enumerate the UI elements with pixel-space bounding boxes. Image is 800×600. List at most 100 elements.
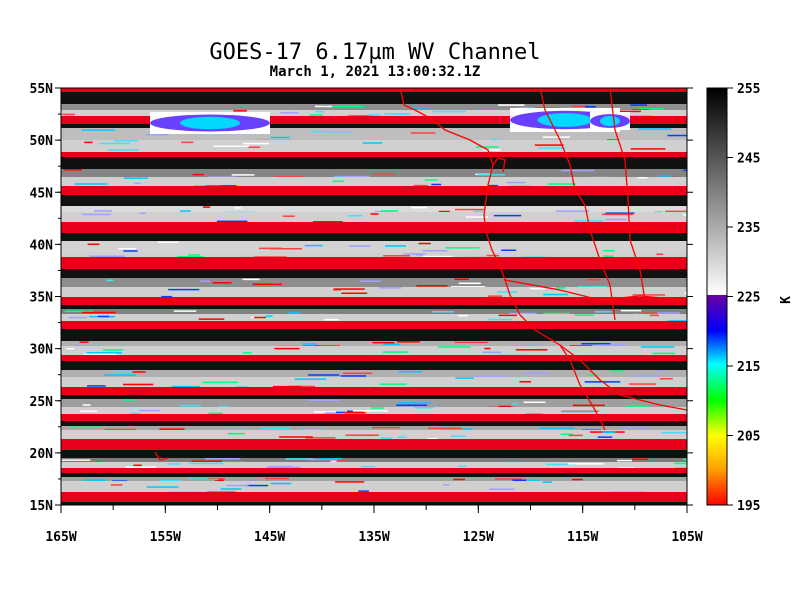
imagery-band [61, 377, 687, 387]
lat-label: 40N [30, 238, 54, 253]
imagery-speckle [656, 370, 667, 372]
imagery-speckle [75, 344, 99, 347]
imagery-speckle [159, 428, 185, 430]
imagery-speckle [231, 174, 255, 176]
imagery-speckle [82, 404, 91, 406]
imagery-speckle [537, 147, 566, 149]
imagery-band [61, 387, 687, 395]
imagery-speckle [104, 428, 136, 431]
imagery-speckle [414, 407, 434, 409]
imagery-speckle [422, 255, 453, 258]
imagery-band [61, 222, 687, 233]
imagery-speckle [383, 343, 401, 345]
imagery-band [61, 309, 687, 314]
imagery-speckle [621, 426, 650, 429]
imagery-speckle [166, 463, 182, 465]
imagery-band [61, 450, 687, 458]
imagery-speckle [324, 318, 340, 321]
imagery-speckle [577, 286, 607, 288]
imagery-speckle [179, 404, 202, 407]
imagery-speckle [638, 128, 672, 130]
imagery-speckle [455, 377, 474, 379]
imagery-speckle [113, 370, 133, 373]
imagery-speckle [515, 349, 548, 351]
colorbar-tick-label: 225 [737, 291, 760, 306]
imagery-speckle [572, 404, 605, 407]
wv-imagery [61, 88, 687, 505]
imagery-speckle [411, 107, 431, 109]
imagery-speckle [280, 111, 299, 114]
imagery-speckle [63, 169, 83, 171]
imagery-speckle [218, 405, 229, 408]
imagery-speckle [601, 213, 634, 216]
imagery-speckle [168, 288, 200, 291]
imagery-speckle [89, 255, 125, 258]
imagery-speckle [378, 287, 402, 289]
imagery-speckle [397, 436, 407, 438]
imagery-speckle [684, 292, 687, 294]
imagery-speckle [370, 407, 384, 409]
imagery-speckle [94, 210, 113, 212]
imagery-speckle [542, 136, 571, 138]
imagery-band [61, 152, 687, 157]
lat-label: 20N [30, 447, 54, 462]
imagery-speckle [560, 169, 595, 172]
imagery-speckle [362, 142, 383, 144]
imagery-speckle [602, 249, 616, 252]
lat-label: 50N [30, 134, 54, 149]
imagery-speckle [561, 410, 594, 413]
imagery-speckle [81, 129, 116, 131]
colorbar-gray-segment [707, 88, 727, 295]
imagery-band [61, 233, 687, 241]
cloud-core [180, 116, 240, 130]
imagery-speckle [416, 285, 448, 287]
imagery-speckle [87, 243, 100, 246]
imagery-speckle [133, 464, 142, 467]
imagery-speckle [667, 320, 687, 322]
imagery-speckle [683, 458, 687, 461]
imagery-speckle [108, 149, 139, 151]
cloud-core [600, 115, 620, 127]
imagery-speckle [581, 343, 611, 345]
colorbar-tick-label: 205 [737, 430, 760, 445]
imagery-speckle [488, 184, 498, 187]
imagery-speckle [632, 294, 666, 296]
imagery-band [61, 421, 687, 426]
imagery-speckle [413, 184, 428, 187]
imagery-band [61, 186, 687, 195]
imagery-speckle [443, 484, 450, 486]
imagery-band [61, 473, 687, 477]
imagery-speckle [610, 110, 641, 113]
imagery-speckle [367, 114, 381, 116]
lon-label: 135W [358, 530, 389, 545]
imagery-speckle [482, 149, 501, 151]
imagery-speckle [428, 427, 462, 430]
imagery-speckle [597, 436, 613, 438]
imagery-speckle [379, 383, 407, 385]
imagery-speckle [632, 458, 648, 461]
imagery-speckle [180, 210, 191, 212]
imagery-speckle [173, 310, 197, 312]
imagery-speckle [451, 435, 466, 437]
imagery-band [61, 370, 687, 377]
imagery-speckle [67, 426, 100, 429]
imagery-speckle [522, 372, 550, 374]
imagery-speckle [314, 105, 332, 108]
imagery-speckle [318, 458, 343, 460]
imagery-speckle [86, 385, 106, 387]
imagery-band [61, 177, 687, 186]
imagery-speckle [332, 180, 345, 183]
colorbar-tick-label: 195 [737, 499, 760, 514]
imagery-band [61, 355, 687, 361]
lon-label: 155W [150, 530, 181, 545]
imagery-speckle [323, 130, 352, 133]
imagery-speckle [506, 181, 526, 184]
imagery-speckle [371, 426, 401, 429]
imagery-speckle [519, 381, 531, 383]
imagery-speckle [568, 434, 583, 437]
imagery-speckle [342, 372, 373, 375]
imagery-speckle [398, 370, 422, 373]
imagery-speckle [84, 353, 117, 356]
imagery-speckle [571, 478, 583, 481]
imagery-speckle [475, 375, 509, 378]
